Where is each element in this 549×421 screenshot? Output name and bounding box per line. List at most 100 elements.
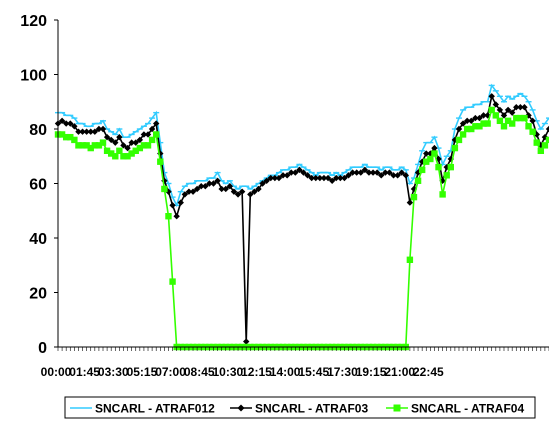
data-point [95, 125, 103, 133]
data-point [198, 183, 205, 190]
data-point [443, 172, 450, 179]
data-point [427, 155, 434, 163]
data-point [353, 169, 360, 176]
x-tick-label: 21:00 [384, 365, 415, 379]
data-point [136, 136, 144, 144]
data-point [255, 185, 262, 193]
data-point [459, 131, 467, 138]
x-tick-label: 03:30 [98, 365, 129, 379]
data-point [124, 144, 131, 152]
data-point [91, 142, 99, 149]
data-point [173, 213, 180, 220]
data-point [508, 120, 516, 127]
data-point [488, 93, 495, 100]
data-point [75, 128, 82, 135]
data-point [472, 114, 479, 122]
data-point [79, 142, 86, 149]
data-point [320, 174, 328, 182]
data-point [202, 183, 209, 190]
y-axis-ticks: 0 20 40 60 80 100 120 [20, 13, 58, 357]
legend-item: SNCARL - ATRAF012 [70, 402, 215, 416]
data-point [492, 101, 500, 108]
data-point [525, 112, 532, 119]
data-point [214, 177, 221, 184]
data-point [107, 150, 115, 157]
data-point [263, 177, 270, 184]
data-point [492, 112, 500, 119]
y-tick-label: 0 [38, 340, 47, 357]
data-point [418, 166, 426, 174]
legend-label: SNCARL - ATRAF04 [411, 402, 524, 416]
data-point [423, 158, 430, 165]
data-point [67, 133, 74, 141]
data-point [99, 139, 107, 146]
x-tick-label: 14:00 [270, 365, 301, 379]
data-point [103, 133, 111, 141]
data-point [382, 169, 389, 176]
data-point [251, 188, 258, 195]
data-point [365, 169, 373, 176]
data-point [67, 120, 74, 127]
data-point [357, 169, 364, 176]
data-point [386, 169, 393, 176]
data-point [83, 128, 90, 135]
data-point [181, 191, 189, 198]
y-tick-label: 40 [29, 231, 47, 248]
data-point [431, 144, 438, 152]
data-point [472, 123, 479, 130]
data-point [222, 185, 229, 193]
data-point [398, 169, 405, 176]
data-point [337, 174, 344, 182]
y-tick-label: 100 [20, 68, 47, 85]
data-point [545, 125, 549, 133]
legend-marker [237, 404, 245, 412]
x-tick-label: 19:15 [356, 365, 387, 379]
data-point [161, 185, 168, 193]
data-point [153, 120, 160, 127]
data-point [132, 139, 139, 146]
data-point [99, 125, 107, 133]
data-point [296, 166, 303, 174]
data-point [513, 104, 520, 111]
data-point [193, 185, 201, 193]
data-point [406, 199, 414, 206]
data-point [91, 128, 99, 135]
legend-item: SNCARL - ATRAF04 [386, 402, 524, 416]
data-point [238, 188, 246, 195]
data-point [480, 120, 487, 127]
data-point [247, 191, 254, 198]
data-point [148, 136, 156, 144]
data-point [189, 188, 197, 195]
data-point [112, 139, 119, 146]
data-point [394, 172, 401, 179]
data-point [500, 123, 508, 130]
data-point [71, 136, 78, 144]
data-point [488, 106, 495, 114]
data-point [517, 104, 524, 111]
data-point [378, 172, 385, 179]
y-tick-label: 120 [20, 13, 47, 30]
data-point [87, 128, 94, 135]
y-tick-label: 20 [29, 286, 47, 303]
data-point [369, 169, 377, 176]
series-1 [55, 83, 549, 208]
y-tick-label: 80 [29, 122, 47, 139]
data-point [463, 117, 471, 125]
data-point [410, 193, 418, 201]
data-point [328, 177, 336, 184]
data-point [402, 172, 409, 179]
x-tick-label: 22:45 [413, 365, 444, 379]
data-point [529, 117, 536, 125]
data-point [463, 125, 471, 133]
data-point [234, 191, 242, 198]
data-point [243, 338, 250, 345]
data-point [75, 142, 82, 149]
data-point [140, 142, 148, 149]
data-point [529, 128, 536, 135]
data-point [267, 174, 274, 182]
data-point [71, 123, 78, 130]
data-point [423, 150, 430, 157]
data-point [304, 172, 311, 179]
